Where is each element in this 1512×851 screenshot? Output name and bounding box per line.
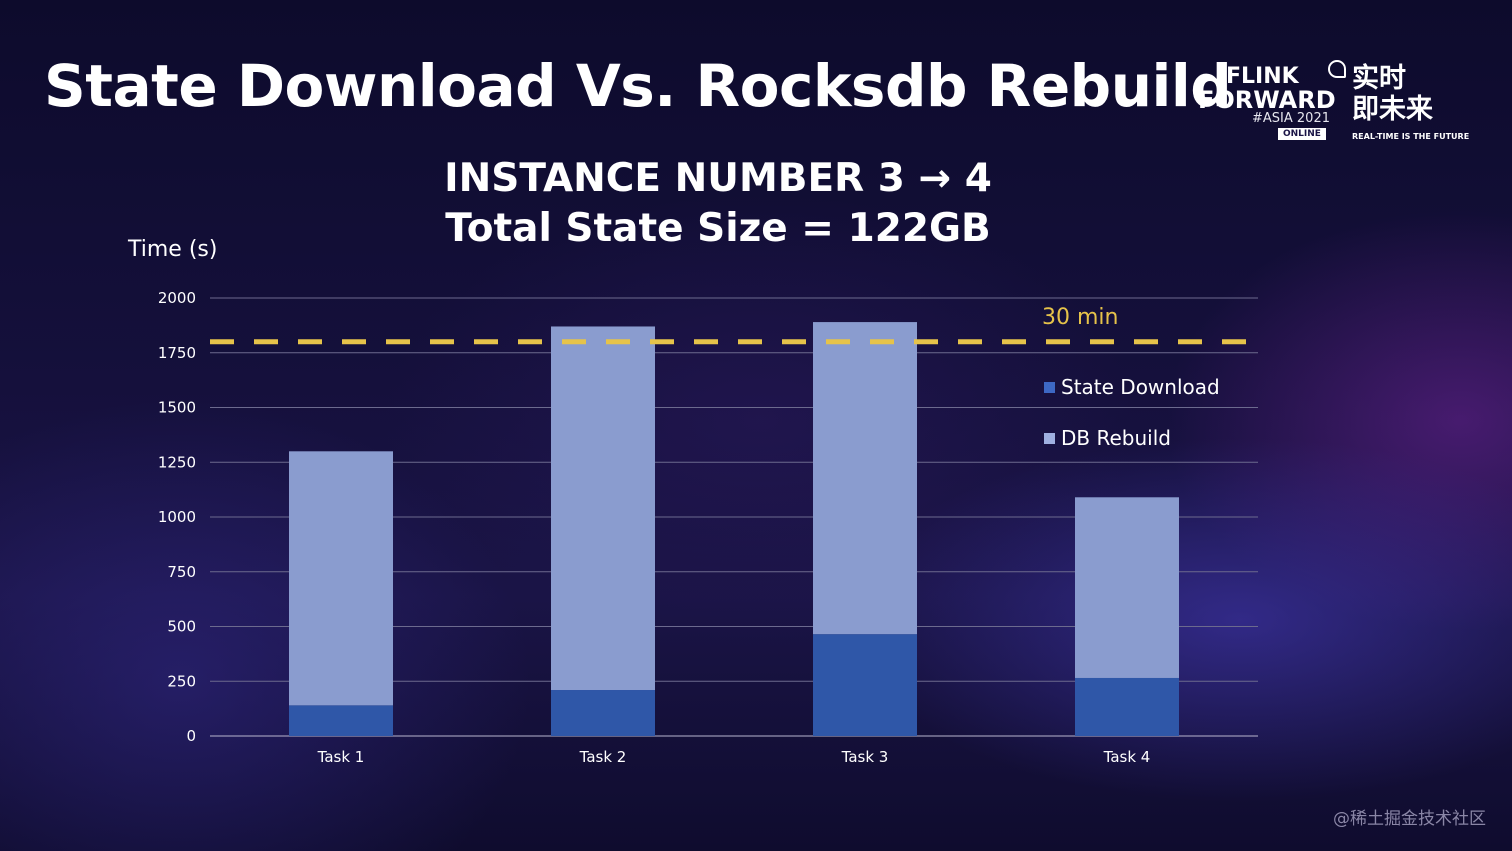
chart-title: INSTANCE NUMBER 3 → 4: [444, 156, 992, 201]
chart-subtitle: Total State Size = 122GB: [445, 206, 990, 251]
y-tick-label: 750: [167, 563, 196, 581]
logo-cn-line-2: 即未来: [1352, 94, 1433, 125]
legend-swatch: [1044, 382, 1055, 393]
x-tick-label: Task 2: [579, 748, 627, 766]
x-tick-label: Task 3: [841, 748, 889, 766]
x-tick-label: Task 4: [1103, 748, 1151, 766]
reference-line-label: 30 min: [1042, 305, 1118, 330]
logo-cn-line-1: 实时: [1352, 63, 1406, 94]
bar-db-rebuild: [1075, 497, 1179, 678]
bar-state-download: [289, 705, 393, 736]
legend-label: DB Rebuild: [1061, 426, 1171, 450]
bar-db-rebuild: [813, 322, 917, 635]
y-tick-label: 1500: [158, 399, 196, 417]
bar-state-download: [551, 690, 655, 736]
y-tick-label: 0: [186, 727, 196, 745]
slide-title: State Download Vs. Rocksdb Rebuild: [44, 52, 1232, 120]
bar-db-rebuild: [289, 451, 393, 706]
bar-state-download: [1075, 677, 1179, 736]
y-axis-label: Time (s): [127, 237, 217, 262]
y-tick-label: 250: [167, 672, 196, 690]
bar-db-rebuild: [551, 326, 655, 691]
legend-swatch: [1044, 433, 1055, 444]
logo-line-1: FLINK: [1226, 64, 1299, 89]
logo-online-badge: ONLINE: [1278, 128, 1326, 140]
y-tick-label: 2000: [158, 289, 196, 307]
logo-tagline: REAL-TIME IS THE FUTURE: [1352, 132, 1470, 141]
squirrel-icon: [1328, 60, 1346, 78]
watermark: @稀土掘金技术社区: [1333, 809, 1486, 829]
flink-forward-logo: FLINK FORWARD #ASIA 2021 ONLINE 实时 即未来 R…: [1196, 58, 1496, 148]
y-tick-label: 1750: [158, 344, 196, 362]
logo-line-2: FORWARD: [1198, 86, 1336, 114]
y-tick-label: 1250: [158, 453, 196, 471]
bar-state-download: [813, 634, 917, 736]
legend-label: State Download: [1061, 375, 1220, 399]
logo-line-3: #ASIA 2021: [1252, 111, 1330, 126]
y-tick-label: 1000: [158, 508, 196, 526]
x-tick-label: Task 1: [317, 748, 365, 766]
y-tick-label: 500: [167, 618, 196, 636]
